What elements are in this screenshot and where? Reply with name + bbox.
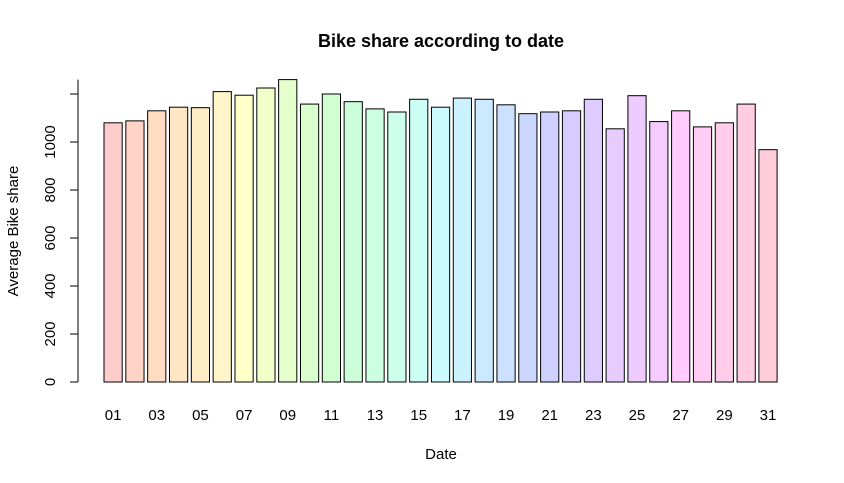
y-axis: 0 200 400 600 800 1000 (42, 79, 79, 386)
bars (103, 79, 778, 383)
bar-25 (627, 95, 647, 383)
x-tick-label: 05 (192, 407, 209, 424)
x-tick-label: 15 (410, 407, 427, 424)
bar-16 (430, 106, 451, 383)
bar-26 (649, 121, 669, 383)
bar-23 (583, 98, 603, 383)
x-tick-label: 23 (585, 407, 602, 424)
bar-10 (299, 103, 320, 383)
bar-08 (256, 87, 276, 383)
x-tick-label: 13 (367, 407, 384, 424)
x-tick-label: 07 (236, 407, 253, 424)
bar-30 (736, 103, 756, 383)
x-tick-label: 11 (324, 407, 340, 424)
bar-01 (103, 122, 123, 383)
bar-12 (343, 101, 363, 383)
y-tick-label: 400 (42, 273, 59, 298)
bar-07 (234, 94, 254, 383)
x-tick-label: 03 (148, 407, 165, 424)
chart-title: Bike share according to date (318, 31, 564, 51)
x-tick-label: 31 (760, 407, 777, 424)
bar-24 (605, 128, 625, 383)
y-tick-label: 200 (42, 321, 59, 346)
x-tick-label: 27 (672, 407, 689, 424)
bar-14 (387, 111, 407, 383)
y-tick-label: 0 (42, 378, 59, 386)
bar-31 (758, 149, 778, 383)
bar-20 (518, 113, 538, 383)
x-tick-label: 17 (454, 407, 471, 424)
bar-15 (409, 98, 429, 383)
x-axis-label: Date (425, 446, 457, 463)
x-axis-tick-labels: 01 03 05 07 09 11 13 15 17 19 21 23 25 27 29 31 (105, 407, 777, 424)
bar-17 (452, 97, 472, 383)
y-tick-label: 1000 (42, 125, 59, 158)
bar-29 (714, 122, 734, 383)
x-tick-label: 25 (629, 407, 646, 424)
y-axis-label: Average Bike share (5, 166, 22, 297)
bar-27 (671, 110, 691, 383)
x-tick-label: 01 (105, 407, 122, 424)
bar-18 (474, 98, 494, 383)
bar-28 (692, 126, 713, 383)
bar-13 (365, 108, 385, 383)
bar-11 (321, 93, 341, 383)
x-tick-label: 21 (541, 407, 558, 424)
bar-06 (212, 91, 232, 383)
bar-03 (147, 110, 167, 383)
bar-04 (168, 106, 189, 383)
y-tick-label: 600 (42, 225, 59, 250)
x-tick-label: 29 (716, 407, 733, 424)
bar-19 (496, 104, 516, 383)
bar-02 (125, 120, 145, 383)
bar-21 (540, 111, 560, 383)
x-tick-label: 09 (279, 407, 296, 424)
bar-05 (190, 107, 211, 383)
bar-09 (278, 79, 298, 383)
y-tick-label: 800 (42, 177, 59, 202)
x-tick-label: 19 (498, 407, 515, 424)
bar-22 (561, 110, 582, 383)
